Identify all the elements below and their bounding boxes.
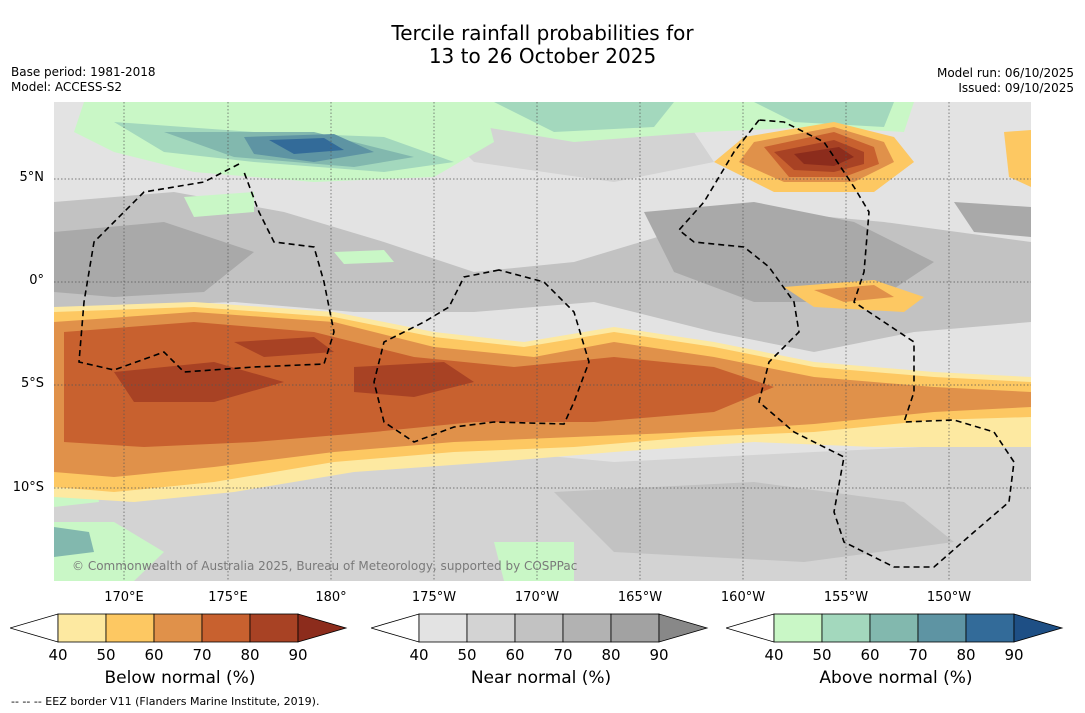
lon-label-165w: 165°W [617,590,663,605]
below-normal-shading [54,122,1031,502]
colorbar-segment [466,613,516,643]
colorbar-tick-label: 50 [812,646,831,664]
lon-label-175w: 175°W [411,590,457,605]
meta-left: Base period: 1981-2018 Model: ACCESS-S2 [11,65,156,95]
lat-label-5n: 5°N [19,170,45,185]
colorbar-above-label: Above normal (%) [819,668,973,688]
lon-label-160w: 160°W [720,590,766,605]
colorbar-segment [917,613,967,643]
colorbar-tick-label: 70 [908,646,927,664]
colorbar-tick-label: 40 [409,646,428,664]
colorbar-tick-label: 40 [48,646,67,664]
colorbar-tick-label: 90 [649,646,668,664]
colorbar-near: 40 50 60 70 80 90 [371,613,709,664]
lon-label-170e: 170°E [104,590,144,605]
colorbar-above: 40 50 60 70 80 90 [726,613,1064,664]
lat-label-10s: 10°S [12,480,44,495]
colorbar-tick-label: 80 [601,646,620,664]
lon-label-180: 180° [315,590,347,605]
colorbar-segment [965,613,1015,643]
colorbar-segment [514,613,564,643]
colorbar-tick-label: 40 [764,646,783,664]
colorbar-extend-low [10,613,59,643]
title-line-1: Tercile rainfall probabilities for [391,21,694,45]
colorbar-segment [562,613,612,643]
copyright-text: © Commonwealth of Australia 2025, Bureau… [72,559,577,573]
base-period: Base period: 1981-2018 [11,65,156,79]
colorbar-tick-label: 50 [96,646,115,664]
colorbar-segment [153,613,203,643]
lon-label-170w: 170°W [514,590,560,605]
colorbar-tick-label: 50 [457,646,476,664]
colorbar-tick-label: 70 [553,646,572,664]
colorbar-segment [57,613,107,643]
colorbar-segment [610,613,660,643]
forecast-map: © Commonwealth of Australia 2025, Bureau… [54,102,1031,581]
issued-date: Issued: 09/10/2025 [958,81,1074,95]
colorbar-extend-high [658,613,709,643]
colorbar-extend-high [297,613,348,643]
colorbar-segment [418,613,468,643]
colorbar-segment [821,613,871,643]
eez-footnote: -- -- -- EEZ border V11 (Flanders Marine… [11,695,320,708]
meta-right: Model run: 06/10/2025 Issued: 09/10/2025 [937,66,1074,96]
colorbar-below-label: Below normal (%) [104,668,256,688]
lon-label-175e: 175°E [208,590,248,605]
colorbar-near-label: Near normal (%) [470,668,612,688]
colorbar-tick-label: 60 [860,646,879,664]
lon-label-150w: 150°W [926,590,972,605]
colorbar-segment [249,613,299,643]
colorbar-segment [869,613,919,643]
colorbar-segment [105,613,155,643]
colorbar-tick-label: 80 [240,646,259,664]
title-line-2: 13 to 26 October 2025 [428,44,657,68]
above-normal-shading [54,102,914,581]
model-run: Model run: 06/10/2025 [936,66,1074,80]
colorbar-tick-label: 90 [1004,646,1023,664]
colorbar-tick-label: 80 [956,646,975,664]
model-name: Model: ACCESS-S2 [11,80,123,94]
colorbar-segment [773,613,823,643]
colorbar-extend-high [1013,613,1064,643]
colorbar-tick-label: 90 [288,646,307,664]
lat-label-eq: 0° [29,273,44,288]
chart-title: Tercile rainfall probabilities for 13 to… [0,22,1085,68]
colorbar-extend-low [371,613,420,643]
colorbar-segment [201,613,251,643]
colorbar-below: 40 50 60 70 80 90 [10,613,348,664]
colorbar-tick-label: 60 [505,646,524,664]
lat-label-5s: 5°S [20,376,44,391]
colorbar-extend-low [726,613,775,643]
lon-label-155w: 155°W [823,590,869,605]
colorbar-tick-label: 70 [192,646,211,664]
colorbar-tick-label: 60 [144,646,163,664]
eez-borders [78,119,1015,568]
